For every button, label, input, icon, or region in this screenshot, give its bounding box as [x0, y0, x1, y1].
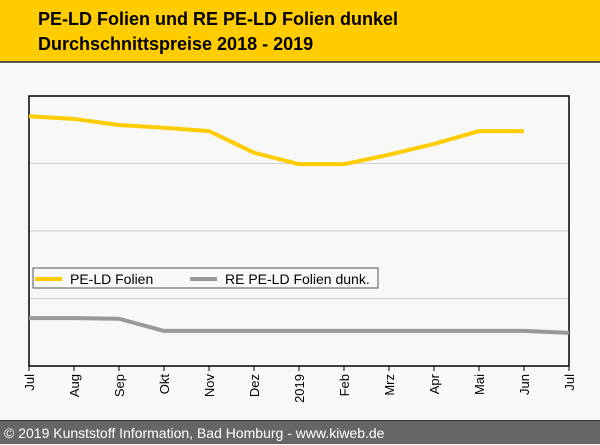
- x-tick-label: Dez: [247, 374, 262, 397]
- x-tick-label: Feb: [337, 374, 352, 396]
- x-tick-label: Mrz: [382, 374, 397, 396]
- x-tick-label: Jun: [517, 374, 532, 395]
- series-line-1: [29, 318, 569, 333]
- x-tick-label: Okt: [157, 374, 172, 395]
- x-tick-label: 2019: [292, 374, 307, 403]
- x-tick-label: Aug: [67, 374, 82, 397]
- x-tick-label: Nov: [202, 374, 217, 398]
- x-tick-label: Apr: [427, 373, 442, 394]
- series-line-0: [29, 116, 524, 164]
- x-tick-label: Jul: [22, 374, 37, 391]
- x-tick-label: Sep: [112, 374, 127, 397]
- legend-label: PE-LD Folien: [70, 271, 153, 287]
- x-tick-label: Jul: [562, 374, 577, 391]
- footer-copyright: © 2019 Kunststoff Information, Bad Hombu…: [0, 420, 600, 444]
- legend: PE-LD Folien RE PE-LD Folien dunk.: [33, 268, 378, 288]
- x-tick-label: Mai: [472, 374, 487, 395]
- legend-label: RE PE-LD Folien dunk.: [225, 271, 370, 287]
